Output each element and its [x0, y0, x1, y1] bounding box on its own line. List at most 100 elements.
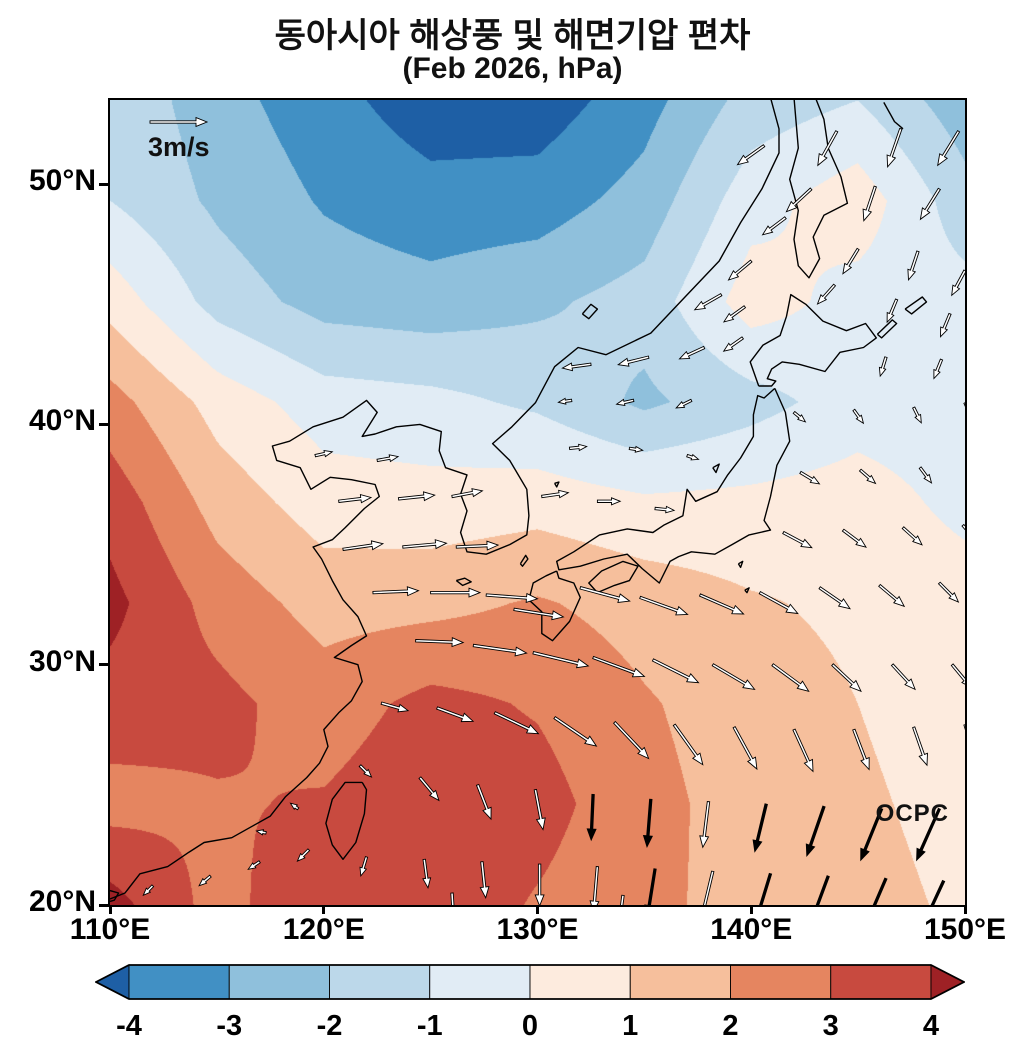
wind-arrow: [912, 726, 928, 767]
chart-subtitle: (Feb 2026, hPa): [402, 52, 623, 85]
colorbar-tick-label: 3: [823, 1010, 839, 1042]
wind-arrow: [961, 523, 965, 531]
coastline: [744, 587, 750, 594]
colorbar-segment: [830, 964, 932, 1000]
wind-arrow: [402, 539, 448, 550]
wind-arrow: [651, 658, 700, 684]
wind-arrow: [596, 497, 622, 506]
wind-arrow: [890, 663, 916, 691]
y-axis-tick-label: 20°N: [28, 885, 96, 918]
wind-arrow: [612, 720, 650, 760]
map-overlay: [110, 100, 965, 905]
coastline: [528, 570, 581, 642]
wind-arrow: [289, 802, 300, 811]
wind-arrow: [907, 250, 920, 282]
wind-arrow: [963, 402, 965, 407]
wind-arrow: [699, 800, 711, 849]
wind-arrow: [916, 807, 941, 862]
wind-arrow: [142, 884, 155, 897]
wind-arrow: [792, 728, 814, 773]
wind-arrow: [639, 595, 689, 616]
wind-arrow: [247, 860, 261, 870]
wind-arrow: [878, 583, 906, 608]
wind-arrow: [532, 650, 590, 669]
colorbar-tick-label: 4: [923, 1010, 939, 1042]
wind-arrow: [579, 586, 631, 604]
wind-arrow: [759, 872, 773, 905]
y-axis-tick-mark: [99, 182, 108, 186]
y-axis-tick-mark: [99, 422, 108, 426]
colorbar-tick-label: -3: [216, 1010, 242, 1042]
wind-arrow: [430, 587, 482, 598]
wind-arrow: [693, 292, 723, 311]
y-axis-tick-mark: [99, 663, 108, 667]
colorbar-segment: [529, 964, 631, 1000]
wind-arrow: [359, 856, 369, 878]
colorbar-segment: [730, 964, 832, 1000]
wind-arrow: [568, 443, 588, 452]
wind-arrow: [937, 129, 961, 167]
wind-arrow: [675, 398, 693, 409]
wind-arrow: [940, 312, 952, 338]
wind-arrow: [771, 663, 810, 693]
x-axis-tick-label: 120°E: [282, 913, 365, 946]
colorbar-outline: [95, 964, 965, 1000]
wind-arrow: [963, 724, 965, 731]
wind-arrow: [255, 829, 267, 836]
wind-arrow: [761, 216, 787, 236]
wind-arrow: [933, 358, 944, 380]
wind-arrow: [862, 185, 877, 222]
wind-arrow: [451, 488, 484, 499]
map-plot-area: 3m/s OCPC: [108, 98, 967, 907]
wind-arrow: [557, 397, 573, 405]
wind-arrow: [314, 449, 334, 458]
colorbar-tick-label: 1: [622, 1010, 638, 1042]
wind-arrow: [380, 701, 410, 713]
ocpc-watermark: OCPC: [875, 800, 949, 827]
colorbar-segment: [95, 964, 130, 1000]
coastline: [883, 102, 904, 130]
wind-arrow: [372, 586, 420, 597]
wind-arrow: [472, 643, 528, 657]
wind-arrow: [493, 711, 540, 735]
coastline: [455, 577, 472, 587]
colorbar-segment: [329, 964, 431, 1000]
wind-arrow: [455, 540, 500, 551]
wind-arrow: [722, 305, 747, 323]
wind-arrow: [642, 798, 653, 849]
wind-arrow: [841, 528, 867, 548]
colorbar-tick-label: 2: [722, 1010, 738, 1042]
wind-arrow: [561, 362, 592, 372]
coastline: [519, 554, 529, 567]
coastline: [904, 296, 928, 315]
reference-arrow-icon: [149, 116, 209, 128]
wind-arrow: [852, 728, 870, 771]
wind-arrow: [620, 894, 625, 905]
wind-arrow: [533, 788, 546, 831]
colorbar-segment: [429, 964, 531, 1000]
wind-arrow: [816, 283, 837, 305]
colorbar-tick-label: -4: [116, 1010, 142, 1042]
wind-arrow: [615, 398, 635, 407]
wind-arrow: [722, 336, 745, 352]
x-axis-tick-label: 130°E: [496, 913, 579, 946]
x-axis-tick-mark: [963, 905, 967, 914]
wind-arrow: [842, 247, 860, 275]
wind-arrow: [911, 406, 922, 424]
wind-arrow: [901, 526, 923, 546]
wind-arrow: [698, 593, 745, 615]
y-axis-tick-label: 30°N: [28, 644, 96, 678]
wind-arrow: [296, 848, 311, 862]
wind-arrow: [950, 663, 965, 685]
y-axis-tick-label: 40°N: [28, 404, 96, 438]
x-axis-tick-label: 140°E: [710, 913, 793, 946]
wind-arrow: [553, 715, 598, 747]
wind-arrow: [937, 581, 960, 603]
wind-arrow: [198, 874, 212, 887]
colorbar-segment: [930, 964, 965, 1000]
wind-arrow: [792, 410, 807, 423]
coastline: [110, 100, 780, 900]
wind-arrow: [485, 592, 539, 604]
wind-arrow: [799, 470, 821, 485]
